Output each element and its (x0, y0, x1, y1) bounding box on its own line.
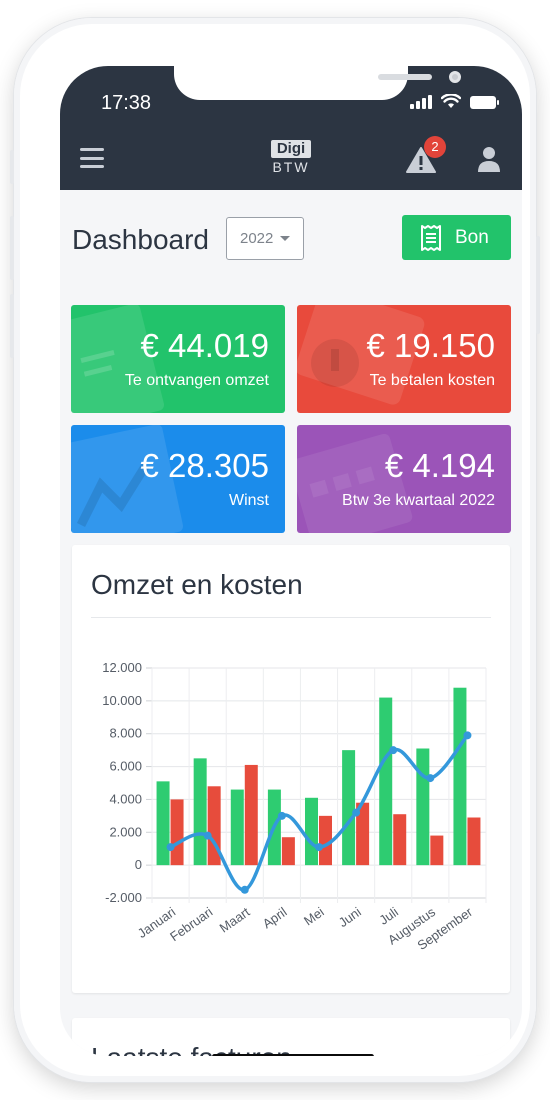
warning-icon[interactable] (406, 146, 436, 174)
profit-chart-icon (71, 425, 184, 533)
home-indicator[interactable] (212, 1054, 374, 1056)
kpi-revenue[interactable]: € 44.019 Te ontvangen omzet (71, 305, 285, 413)
kpi-profit[interactable]: € 28.305 Winst (71, 425, 285, 533)
y-tick-label: 12.000 (102, 660, 142, 675)
kpi-revenue-label: Te ontvangen omzet (124, 372, 269, 389)
speaker (378, 74, 432, 80)
screen: 17:38 Digi BTW (60, 66, 522, 1056)
wifi-icon (441, 94, 461, 108)
logo-text-top: Digi (271, 140, 311, 158)
hamburger-icon[interactable] (80, 148, 104, 168)
profit-point (277, 811, 286, 820)
y-tick-label: 4.000 (109, 791, 142, 806)
power-button (536, 236, 540, 334)
calendar-icon (297, 433, 413, 533)
logo-text-bottom: BTW (272, 159, 310, 175)
cost-bar (393, 814, 407, 866)
battery-icon (470, 96, 499, 109)
profit-point (166, 843, 175, 852)
y-tick-label: 10.000 (102, 693, 142, 708)
divider (91, 617, 491, 618)
x-tick-label: Mei (301, 904, 327, 928)
invoices-card: Laatste facturen (72, 1018, 510, 1056)
user-icon[interactable] (477, 146, 501, 172)
x-tick-label: Juli (376, 904, 401, 928)
cost-bar (244, 764, 258, 866)
y-tick-label: 2.000 (109, 824, 142, 839)
x-tick-label: April (260, 904, 290, 931)
cost-stamp-icon (297, 305, 425, 405)
y-tick-label: 8.000 (109, 726, 142, 741)
chart-card: Omzet en kosten 12.000 10.000 8.000 6.000 4.… (72, 545, 510, 993)
y-tick-label: 6.000 (109, 759, 142, 774)
receipt-icon (421, 224, 441, 251)
revenue-bar (416, 748, 430, 866)
revenue-bar (342, 750, 356, 866)
revenue-bar (230, 789, 244, 866)
kpi-vat[interactable]: € 4.194 Btw 3e kwartaal 2022 (297, 425, 511, 533)
digibtw-logo[interactable]: Digi BTW (271, 140, 311, 175)
profit-point (352, 808, 361, 817)
kpi-profit-label: Winst (229, 492, 269, 509)
invoices-card-title: Laatste facturen (91, 1042, 292, 1056)
cost-bar (319, 815, 332, 866)
year-select[interactable]: 2022 (226, 217, 304, 260)
mute-switch (10, 150, 14, 184)
front-camera (449, 71, 461, 83)
revenue-cost-chart: 12.000 10.000 8.000 6.000 4.000 2.000 0 -2.000 J… (102, 660, 487, 953)
profit-point (315, 843, 323, 852)
cost-bar (467, 817, 481, 866)
volume-up-button (10, 216, 14, 280)
kpi-costs[interactable]: € 19.150 Te betalen kosten (297, 305, 511, 413)
signal-icon (410, 95, 432, 109)
cost-bar (430, 835, 444, 866)
revenue-bar (379, 697, 393, 866)
y-tick-label: -2.000 (105, 890, 142, 905)
notification-badge[interactable]: 2 (424, 136, 446, 158)
kpi-vat-label: Btw 3e kwartaal 2022 (342, 492, 495, 509)
revenue-bar (305, 797, 318, 866)
status-time: 17:38 (101, 92, 152, 114)
profit-point (240, 885, 249, 894)
phone-frame: 17:38 Digi BTW (10, 18, 540, 1082)
page-title: Dashboard (72, 224, 209, 255)
cost-bar (170, 799, 184, 866)
x-tick-label: Maart (217, 904, 253, 936)
caret-down-icon (280, 236, 290, 241)
profit-point (203, 831, 212, 840)
cost-bar (356, 802, 370, 866)
profit-point (463, 731, 472, 740)
volume-down-button (10, 294, 14, 358)
notch (174, 66, 461, 100)
cost-bar (281, 837, 295, 866)
revenue-bar (193, 758, 207, 866)
kpi-revenue-amount: € 44.019 (140, 327, 269, 364)
chart-card-title: Omzet en kosten (91, 569, 303, 600)
kpi-costs-label: Te betalen kosten (369, 372, 495, 389)
profit-point (426, 774, 435, 783)
y-tick-label: 0 (135, 857, 142, 872)
kpi-vat-amount: € 4.194 (384, 447, 495, 484)
app-header: 17:38 Digi BTW (60, 66, 522, 190)
year-select-value: 2022 (240, 230, 274, 247)
bon-button[interactable]: Bon (402, 215, 511, 260)
revenue-bar (156, 781, 170, 866)
invoice-icon (71, 305, 165, 413)
x-tick-label: Februari (167, 904, 215, 944)
revenue-bar (453, 687, 467, 866)
kpi-costs-amount: € 19.150 (366, 327, 495, 364)
status-icons (410, 94, 499, 109)
profit-point (389, 746, 398, 755)
bon-button-label: Bon (455, 226, 489, 248)
x-tick-label: Juni (336, 904, 364, 930)
kpi-profit-amount: € 28.305 (140, 447, 269, 484)
